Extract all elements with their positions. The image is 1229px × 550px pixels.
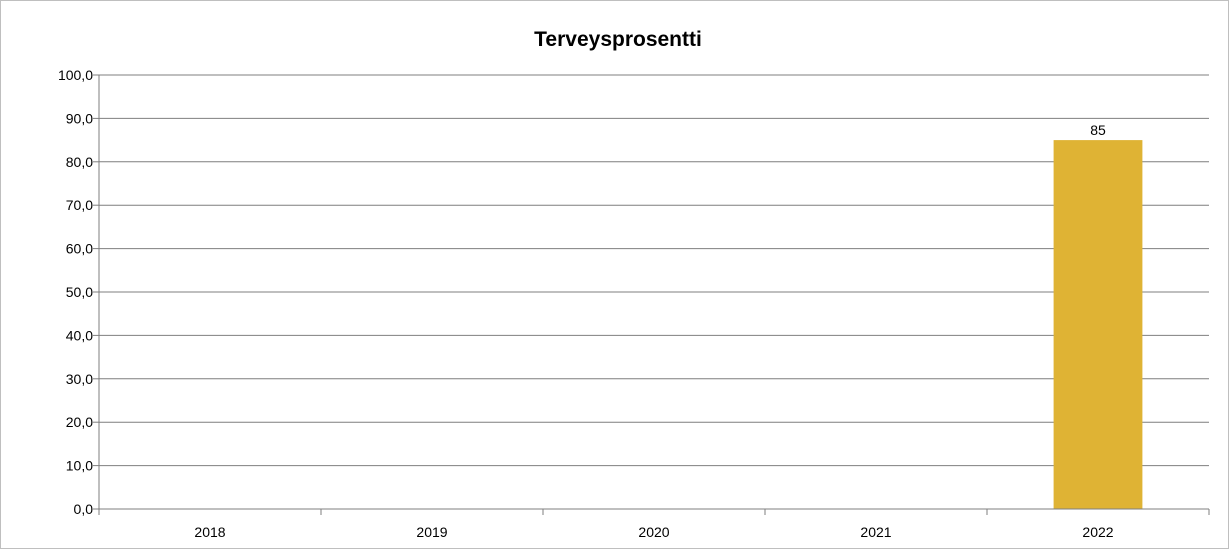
y-tick-label: 40,0 bbox=[66, 327, 93, 343]
bars bbox=[1053, 140, 1143, 509]
y-tick-label: 90,0 bbox=[66, 110, 93, 126]
x-tick-label: 2018 bbox=[194, 524, 225, 540]
gridlines bbox=[99, 74, 1209, 467]
y-tick-label: 100,0 bbox=[58, 67, 93, 83]
labels: 0,0 10,0 20,0 30,0 40,0 50,0 60,0 70,0 80,0 90,0 1… bbox=[58, 67, 1114, 540]
y-tick-label: 0,0 bbox=[74, 501, 94, 517]
y-tick-label: 80,0 bbox=[66, 154, 93, 170]
x-tick-label: 2019 bbox=[416, 524, 447, 540]
y-tick-label: 10,0 bbox=[66, 458, 93, 474]
data-label: 85 bbox=[1090, 122, 1106, 138]
y-tick-label: 30,0 bbox=[66, 371, 93, 387]
y-tick-label: 20,0 bbox=[66, 414, 93, 430]
y-tick-label: 50,0 bbox=[66, 284, 93, 300]
bar bbox=[1053, 140, 1143, 509]
y-tick-label: 60,0 bbox=[66, 241, 93, 257]
y-tick-label: 70,0 bbox=[66, 197, 93, 213]
x-tick-label: 2022 bbox=[1082, 524, 1113, 540]
chart-title: Terveysprosentti bbox=[534, 28, 702, 51]
x-tick-label: 2020 bbox=[638, 524, 669, 540]
axes bbox=[93, 74, 1210, 515]
x-tick-label: 2021 bbox=[860, 524, 891, 540]
